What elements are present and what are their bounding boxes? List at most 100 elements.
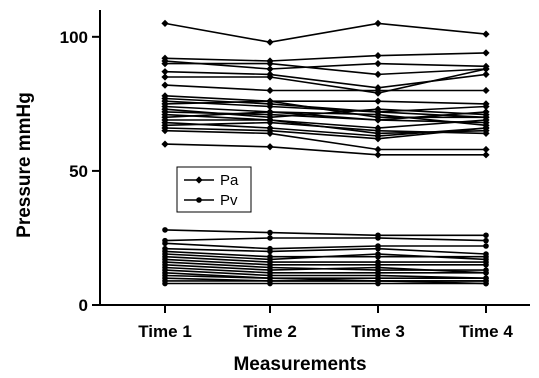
data-point-pv [483,270,489,276]
data-point-pv [162,227,168,233]
data-point-pa [266,60,274,68]
data-point-pa [482,151,490,159]
series-line [164,258,486,266]
data-point-pv [483,280,489,287]
series-pa-3 [161,60,490,78]
data-point-pa [266,129,274,137]
data-point-pa [374,70,382,78]
series-line [164,121,487,135]
series-line [164,237,487,242]
y-tick-label: 100 [60,28,88,47]
data-point-pa [374,151,382,159]
series-pa-0 [161,19,490,46]
data-point-pa [266,97,274,105]
series-pv-38 [162,280,489,287]
data-point-pa [266,108,274,116]
data-point-pa [161,19,169,28]
series-line [164,105,487,121]
axes-layer: 0 50 100 Time 1 Time 2 Time 3 Time 4 [60,10,530,341]
data-point-pv [267,280,273,287]
series-line [164,266,486,274]
data-point-pv [483,261,489,268]
x-tick-label: Time 1 [138,322,192,341]
series-line [164,111,487,127]
data-point-pa [482,102,490,111]
y-tick-label: 0 [79,296,88,315]
data-point-pv [162,240,168,247]
series-line [164,253,487,261]
data-point-pv [483,237,489,244]
data-point-pa [374,86,382,95]
series-line [164,143,486,156]
data-point-pa [482,86,490,95]
series-line [164,111,487,124]
series-line [164,97,487,113]
data-point-pa [374,97,382,105]
data-point-pa [482,70,490,78]
data-point-pa [266,119,274,127]
data-point-pv [483,243,489,249]
data-point-pa [374,135,382,143]
series-line [164,52,487,62]
data-point-pa [266,38,274,46]
data-point-pv [375,251,381,257]
data-point-pv [375,235,381,241]
data-point-pa [482,129,490,137]
data-point-pv [483,232,489,239]
data-point-pa [374,51,382,60]
data-point-pa [374,110,382,119]
series-pa-1 [161,49,490,65]
x-tick-label: Time 2 [243,322,297,341]
legend-marker-pv [196,197,202,203]
series-line [164,127,487,140]
data-point-pa [482,49,490,57]
legend-label-pv: Pv [220,192,238,209]
series-pv-28 [162,253,489,265]
data-point-pa [161,127,169,135]
data-point-pv [267,229,273,236]
series-line [164,100,486,119]
series-line [164,95,487,105]
series-line [164,264,487,274]
series-line [164,269,487,279]
series-line [164,255,486,263]
series-line [165,62,487,76]
data-point-pv [267,248,273,255]
data-point-pa [266,86,274,95]
data-point-pa [266,65,274,73]
data-point-pa [161,68,169,76]
x-tick-label: Time 3 [351,322,405,341]
legend-box [176,166,252,213]
y-axis-title: Pressure mmHg [14,92,35,238]
series-pa-21 [161,140,490,159]
x-tick-label: Time 4 [459,322,513,341]
legend-marker-pa [195,176,203,184]
series-pa-7 [161,92,490,108]
series-line [164,129,486,151]
series-pv-27 [162,251,489,263]
data-point-pv [375,245,381,252]
data-point-pa [374,60,382,68]
series-line [165,68,487,94]
data-point-pv [267,235,273,241]
data-point-pa [374,127,382,135]
series-pa-6 [161,81,490,95]
series-line [164,84,486,92]
data-point-pv [375,264,381,271]
data-point-pv [162,280,168,287]
data-point-pa [482,65,490,73]
series-line [164,272,486,280]
data-point-pv [375,280,381,287]
data-point-pa [482,116,490,124]
data-point-pa [482,110,490,119]
series-pv-22 [162,227,489,239]
series-pv-23 [162,235,489,244]
series-line [164,60,487,70]
series-line [164,113,487,129]
y-tick-label: 50 [69,162,88,181]
data-point-pa [482,30,490,38]
data-point-pa [374,145,382,154]
data-point-pa [161,81,169,89]
series-line [164,22,487,44]
